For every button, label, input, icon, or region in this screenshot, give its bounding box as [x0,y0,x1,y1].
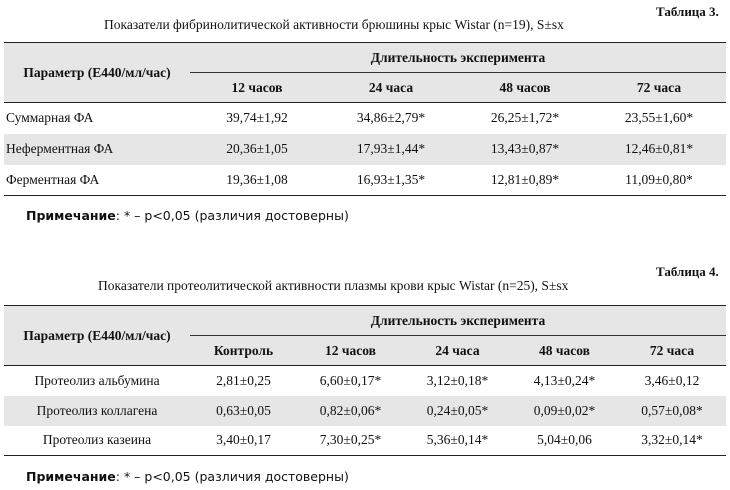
table-cell: 0,24±0,05* [426,402,489,418]
table-cell: 19,36±1,08 [226,171,288,187]
table3-col-header: 24 часа [368,79,414,95]
table-cell: 3,12±0,18* [426,372,489,388]
table4-note: Примечание: * – p<0,05 (различия достове… [26,469,349,484]
table4-col-header: 48 часов [539,342,590,358]
table-cell: 13,43±0,87* [490,141,560,156]
table-row: Протеолиз казеина 3,40±0,17 7,30±0,25* 5… [4,426,726,456]
table-cell: 20,36±1,05 [226,141,288,156]
table-cell: 0,63±0,05 [216,402,271,418]
row-label: Протеолиз альбумина [34,372,160,388]
table-cell: 0,09±0,02* [533,402,596,418]
table3-group-header: Длительность эксперимента [190,42,726,73]
table-cell: 3,40±0,17 [216,432,271,448]
table4-col-header: 12 часов [325,342,376,358]
table-cell: 5,04±0,06 [537,432,592,448]
table-cell: 7,30±0,25* [319,432,382,448]
table-row: Протеолиз коллагена 0,63±0,05 0,82±0,06*… [4,395,726,426]
note-text: : * – p<0,05 (различия достоверны) [115,208,349,223]
table-row: Суммарная ФА 39,74±1,92 34,86±2,79* 26,2… [4,103,726,134]
table-cell: 6,60±0,17* [319,372,382,388]
table3-col-header: 12 часов [231,79,283,95]
table-cell: 34,86±2,79* [356,110,426,126]
table4-col-header: Контроль [213,342,274,358]
row-label: Протеолиз коллагена [36,402,158,418]
table-cell: 2,81±0,25 [216,372,271,388]
table-cell: 3,46±0,12 [644,372,700,388]
table-cell: 12,81±0,89* [490,171,560,187]
table4-param-header: Параметр (Е440/мл/час) [23,327,171,343]
row-label: Суммарная ФА [6,110,94,126]
table-cell: 26,25±1,72* [490,110,560,126]
table-cell: 12,46±0,81* [624,141,694,156]
table-cell: 0,82±0,06* [319,402,382,418]
table3-param-header: Параметр (Е440/мл/час) [23,64,171,80]
table4-caption: Показатели протеолитической активности п… [98,278,569,293]
row-label: Неферментная ФА [6,141,114,156]
note-text: : * – p<0,05 (различия достоверны) [115,469,349,484]
note-label: Примечание [26,208,116,223]
table3-col-header: 72 часа [636,79,682,95]
table-cell: 4,13±0,24* [533,372,596,388]
table3-col-header: 48 часов [499,79,551,95]
table4-col-header: 24 часа [435,342,480,358]
table-row: Неферментная ФА 20,36±1,05 17,93±1,44* 1… [4,133,726,165]
table-cell: 3,32±0,14* [641,432,703,448]
table-cell: 11,09±0,80* [625,171,693,187]
table-cell: 16,93±1,35* [356,171,426,187]
table4-col-header: 72 часа [649,342,695,358]
note-label: Примечание [26,469,116,484]
table-cell: 17,93±1,44* [356,141,426,156]
row-label: Ферментная ФА [6,171,100,187]
table-cell: 39,74±1,92 [226,110,288,126]
table-row: Протеолиз альбумина 2,81±0,25 6,60±0,17*… [4,366,726,396]
table4: Параметр (Е440/мл/час) Длительность эксп… [4,305,726,456]
table4-label: Таблица 4. [656,264,719,279]
table3-caption: Показатели фибринолитической активности … [104,17,564,32]
table4-group-header: Длительность эксперимента [190,305,726,336]
table3-label: Таблица 3. [656,4,719,19]
table3-note: Примечание: * – p<0,05 (различия достове… [26,208,349,223]
table-cell: 5,36±0,14* [426,432,489,448]
table-cell: 23,55±1,60* [624,110,694,126]
row-label: Протеолиз казеина [42,432,152,448]
table-row: Ферментная ФА 19,36±1,08 16,93±1,35* 12,… [4,165,726,196]
table-cell: 0,57±0,08* [641,402,703,418]
table3: Параметр (Е440/мл/час) Длительность эксп… [4,42,726,196]
